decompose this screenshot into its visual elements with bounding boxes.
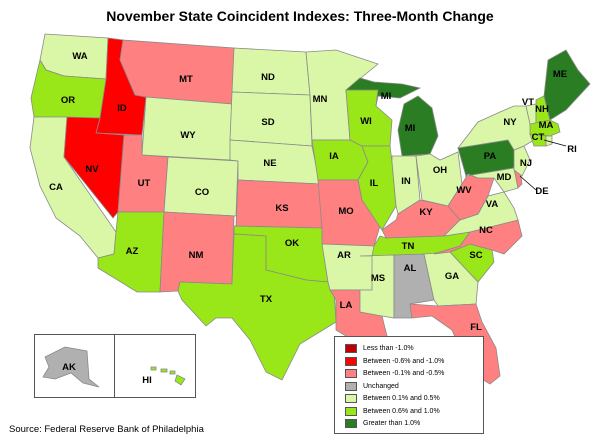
label-mi-lower: MI: [405, 123, 416, 134]
state-wy[interactable]: [141, 96, 233, 161]
label-nh: NH: [535, 104, 549, 115]
legend-item: Between 0.1% and 0.5%: [345, 393, 483, 404]
label-ri: RI: [567, 144, 577, 155]
label-co: CO: [195, 187, 209, 198]
label-ut: UT: [138, 178, 151, 189]
label-wv: WV: [456, 185, 472, 196]
label-ok: OK: [285, 238, 299, 249]
label-ms: MS: [371, 273, 385, 284]
label-ar: AR: [337, 250, 351, 261]
label-me: ME: [553, 69, 567, 80]
label-or: OR: [61, 95, 75, 106]
label-md: MD: [497, 172, 512, 183]
legend: Less than -1.0% Between -0.6% and -1.0% …: [334, 336, 484, 434]
label-in: IN: [401, 176, 411, 187]
legend-swatch: [345, 406, 357, 416]
label-nc: NC: [479, 225, 493, 236]
label-sd: SD: [261, 117, 274, 128]
state-mt[interactable]: [119, 39, 235, 105]
legend-item: Unchanged: [345, 381, 483, 392]
legend-swatch: [345, 344, 357, 353]
label-nd: ND: [261, 72, 275, 83]
label-nm: NM: [189, 250, 204, 261]
label-ny: NY: [503, 117, 517, 128]
label-ak: AK: [62, 362, 76, 373]
map-title: November State Coincident Indexes: Three…: [106, 8, 494, 24]
label-id: ID: [117, 103, 127, 114]
label-ca: CA: [49, 182, 63, 193]
state-co[interactable]: [163, 156, 239, 217]
label-mt: MT: [179, 74, 193, 85]
label-mn: MN: [313, 94, 328, 105]
legend-item: Less than -1.0%: [345, 343, 483, 354]
legend-swatch: [345, 381, 357, 391]
state-nc[interactable]: [433, 219, 523, 255]
label-pa: PA: [484, 151, 497, 162]
state-tx[interactable]: [177, 233, 337, 381]
label-wy: WY: [180, 130, 196, 141]
inset-alaska: AK: [34, 334, 116, 398]
state-me[interactable]: [543, 49, 591, 121]
state-mi-upper[interactable]: [344, 77, 422, 107]
label-de: DE: [535, 186, 548, 197]
label-fl: FL: [470, 322, 482, 333]
alaska-shape: AK: [42, 346, 100, 388]
label-nj: NJ: [520, 158, 532, 169]
label-ga: GA: [445, 271, 459, 282]
label-tx: TX: [260, 294, 273, 305]
legend-item: Between 0.6% and 1.0%: [345, 406, 483, 417]
label-tn: TN: [402, 241, 415, 252]
label-ne: NE: [263, 158, 276, 169]
legend-swatch: [345, 369, 357, 378]
label-ia: IA: [329, 151, 339, 162]
label-nv: NV: [85, 164, 99, 175]
label-sc: SC: [469, 250, 482, 261]
legend-swatch: [345, 356, 357, 366]
label-az: AZ: [126, 246, 139, 257]
label-al: AL: [404, 263, 417, 274]
legend-item: Between -0.6% and -1.0%: [345, 356, 483, 367]
label-ky: KY: [419, 207, 433, 218]
state-ak[interactable]: [42, 346, 100, 388]
label-il: IL: [370, 178, 379, 189]
label-ma: MA: [539, 120, 554, 131]
inset-hawaii: HI: [114, 334, 196, 398]
label-vt: VT: [522, 97, 534, 108]
state-mi-lower[interactable]: [397, 95, 439, 157]
label-hi: HI: [142, 375, 152, 386]
hawaii-shape: HI: [142, 366, 186, 386]
label-wa: WA: [72, 51, 87, 62]
label-oh: OH: [433, 165, 447, 176]
legend-swatch: [345, 394, 357, 403]
source-note: Source: Federal Reserve Bank of Philadel…: [9, 424, 204, 435]
legend-item: Greater than 1.0%: [345, 418, 483, 429]
label-wi: WI: [360, 116, 372, 127]
label-mi-upper: MI: [381, 91, 392, 102]
label-va: VA: [486, 199, 499, 210]
label-ct: CT: [532, 132, 545, 143]
label-ks: KS: [275, 203, 288, 214]
legend-swatch: [345, 419, 357, 428]
label-mo: MO: [338, 206, 353, 217]
label-la: LA: [340, 300, 353, 311]
state-hi[interactable]: [150, 366, 186, 386]
legend-item: Between -0.1% and -0.5%: [345, 368, 483, 379]
state-ia[interactable]: [311, 139, 369, 181]
state-labels: WA OR CA ID NV MT WY UT CO AZ NM ND SD N…: [49, 51, 577, 333]
